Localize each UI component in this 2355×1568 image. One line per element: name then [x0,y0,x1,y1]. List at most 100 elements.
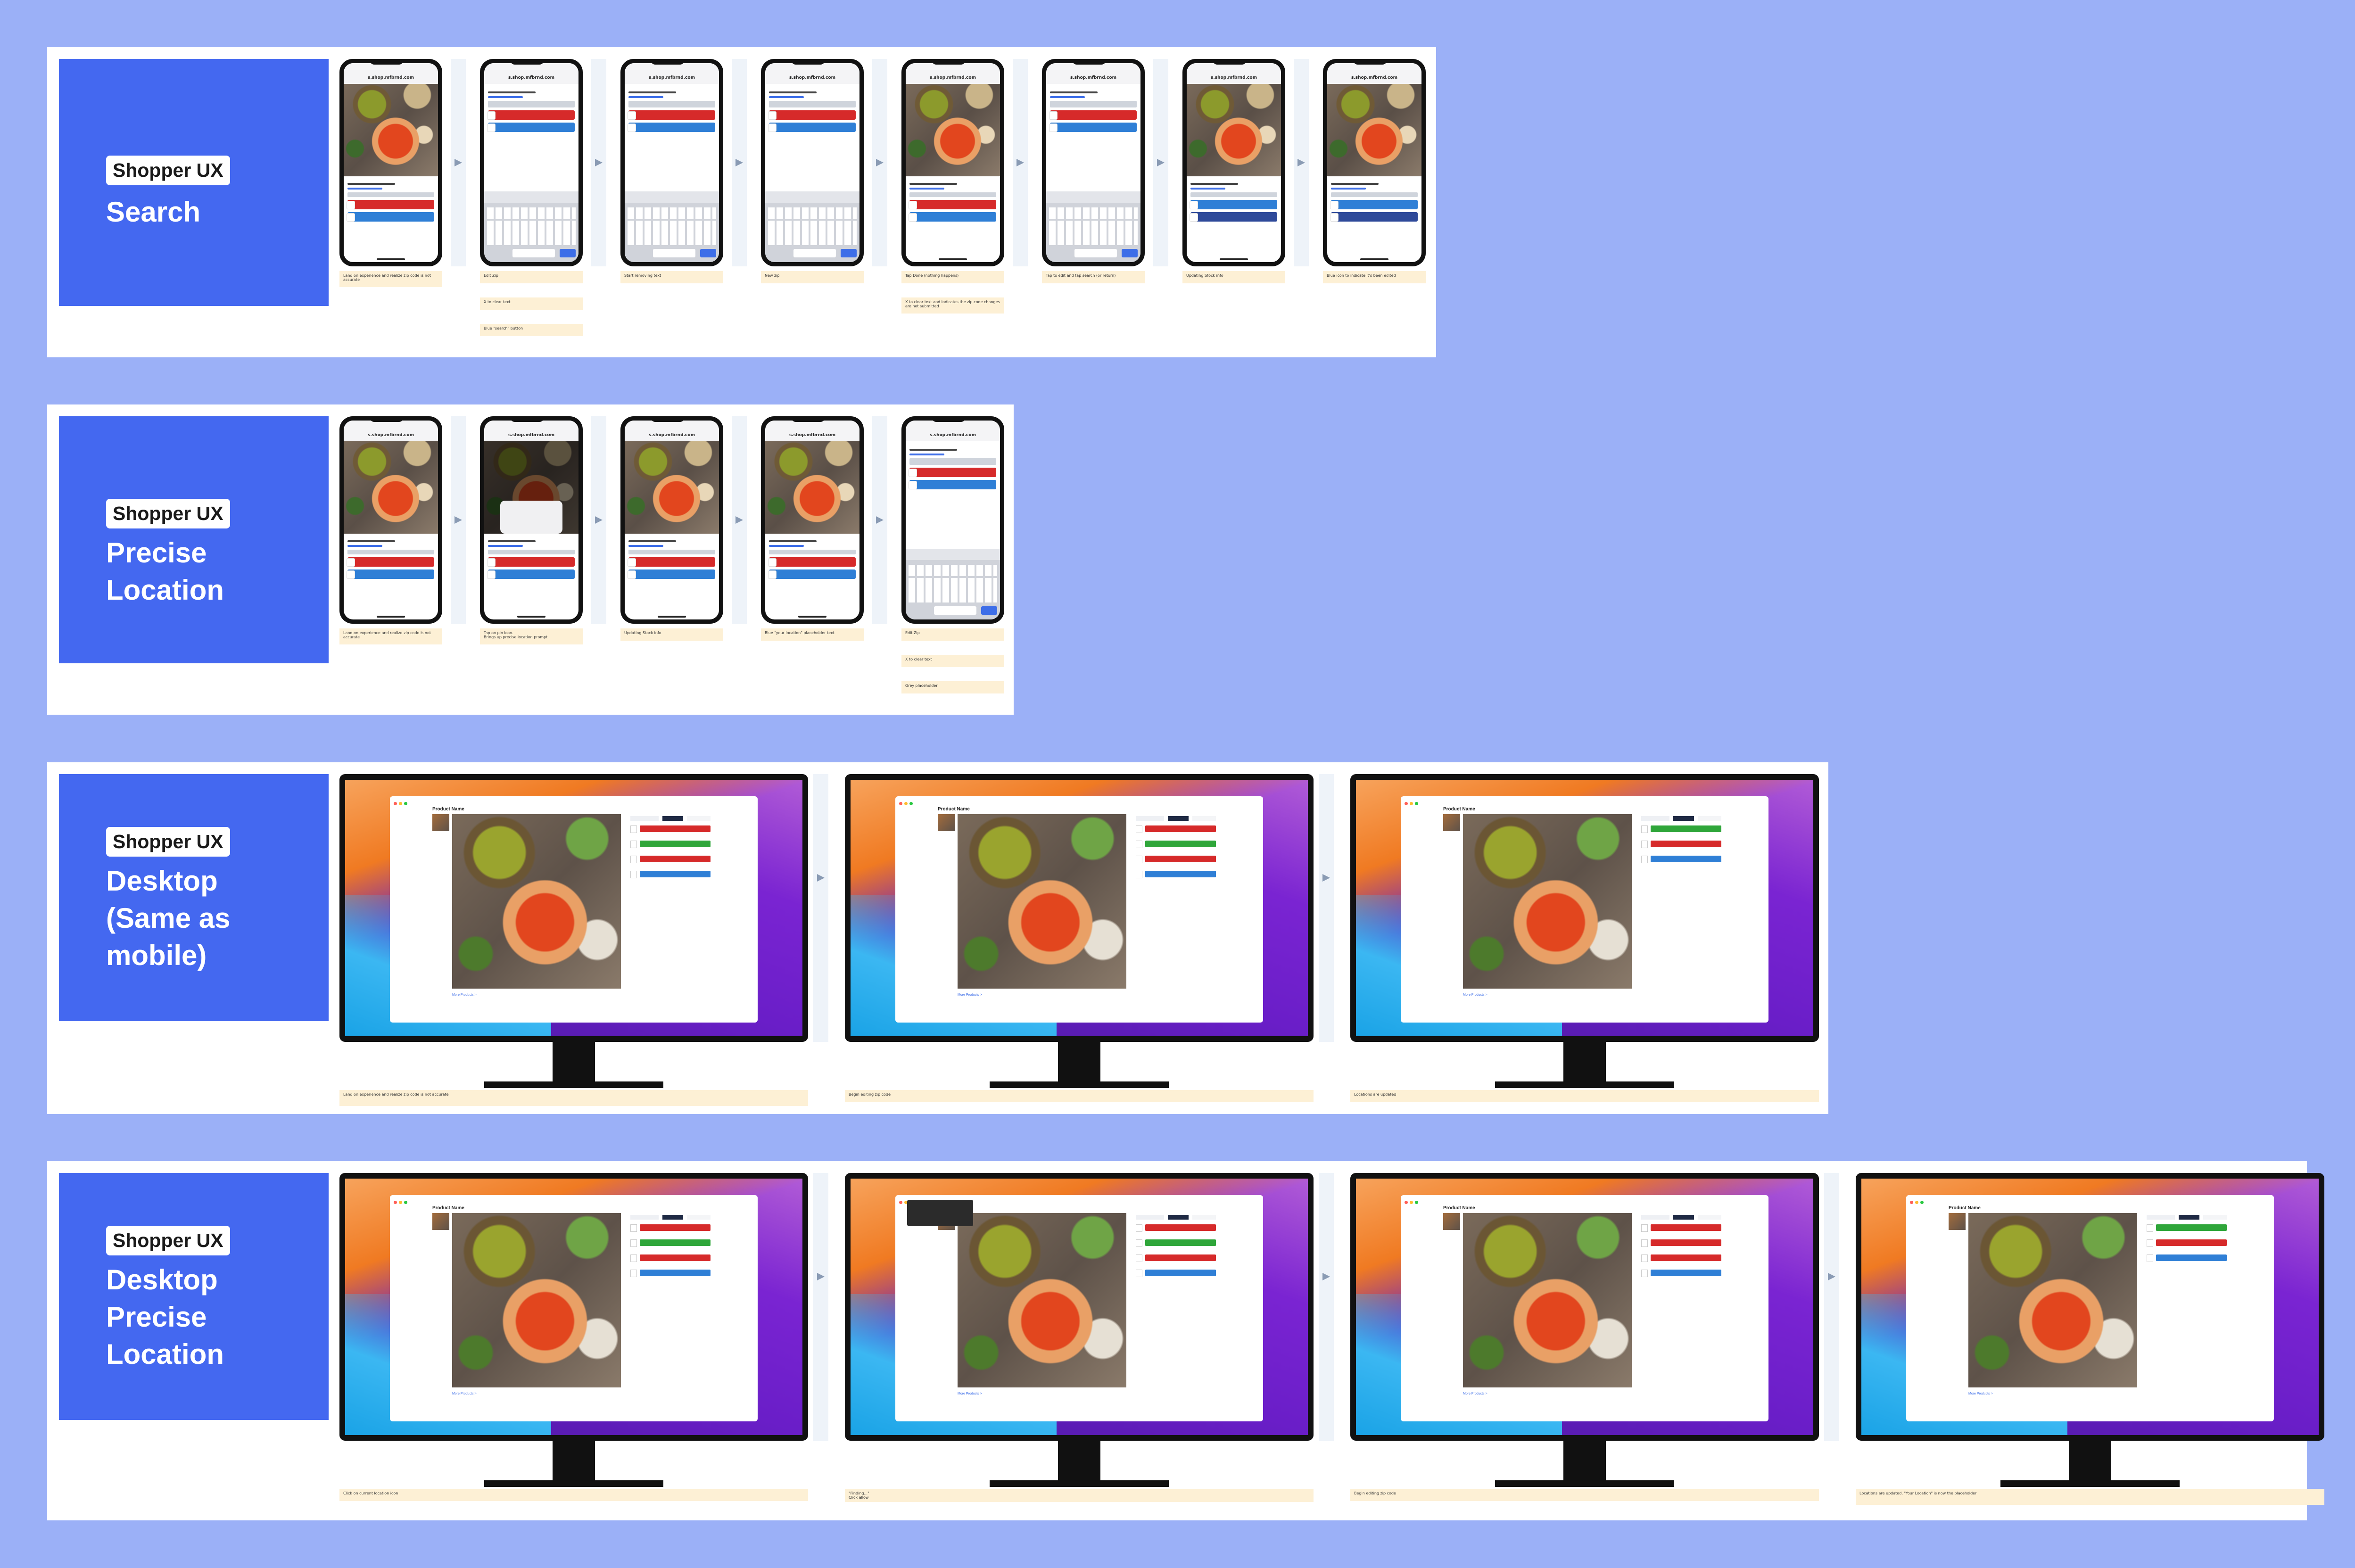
retailer-checkout-button[interactable] [2156,1239,2227,1246]
retailer-button[interactable] [768,123,856,132]
zip-options[interactable] [1192,816,1216,821]
space-key[interactable] [1074,249,1117,257]
retailer-button[interactable] [347,557,434,567]
more-products-link[interactable] [1050,96,1085,98]
more-products-link[interactable] [1190,188,1225,190]
window-control-dot[interactable] [1410,802,1413,805]
zip-search-button[interactable] [2179,1215,2199,1220]
window-control-dot[interactable] [1415,1201,1418,1204]
window-control-dot[interactable] [909,802,913,805]
retailer-checkout-button[interactable] [1651,1224,1721,1231]
keyboard[interactable] [625,191,719,262]
zip-search-button[interactable] [1168,816,1189,821]
search-key[interactable] [560,249,576,257]
retailer-checkout-button[interactable] [2156,1224,2227,1231]
more-products-link[interactable]: More Products > [1968,1392,1993,1395]
window-controls[interactable] [1405,799,1423,805]
zip-options[interactable] [1698,1215,1721,1220]
window-control-dot[interactable] [1920,1201,1924,1204]
more-products-link[interactable] [1331,188,1366,190]
zip-input[interactable] [630,816,659,821]
zip-options[interactable] [1192,1215,1216,1220]
zip-search-button[interactable] [662,816,683,821]
product-thumbnail[interactable] [432,1213,449,1230]
retailer-checkout-button[interactable] [1651,841,1721,847]
window-control-dot[interactable] [399,1201,402,1204]
retailer-button[interactable] [1190,200,1277,209]
retailer-checkout-button[interactable] [1145,825,1216,832]
zip-options[interactable] [687,816,711,821]
retailer-checkout-button[interactable] [640,841,711,847]
zip-input[interactable] [488,101,575,107]
zip-input[interactable] [909,458,996,465]
retailer-button[interactable] [909,468,996,477]
retailer-button[interactable] [1330,212,1418,222]
retailer-button[interactable] [487,110,575,120]
zip-options[interactable] [1698,816,1721,821]
search-key[interactable] [700,249,716,257]
zip-input[interactable] [909,192,996,197]
space-key[interactable] [653,249,695,257]
retailer-checkout-button[interactable] [1145,1224,1216,1231]
window-control-dot[interactable] [904,1201,908,1204]
window-controls[interactable] [1910,1198,1929,1204]
search-key[interactable] [1122,249,1138,257]
keyboard-keys[interactable] [1049,207,1138,245]
more-products-link[interactable] [347,545,382,547]
more-products-link[interactable]: More Products > [1463,1392,1487,1395]
zip-input[interactable] [488,550,575,554]
window-control-dot[interactable] [1405,802,1408,805]
retailer-button[interactable] [347,200,434,209]
more-products-link[interactable] [769,96,804,98]
retailer-checkout-button[interactable] [640,1254,711,1261]
retailer-button[interactable] [768,557,856,567]
window-controls[interactable] [1405,1198,1423,1204]
retailer-checkout-button[interactable] [1651,1239,1721,1246]
zip-search-button[interactable] [1673,1215,1694,1220]
window-control-dot[interactable] [1415,802,1418,805]
retailer-button[interactable] [628,110,715,120]
more-products-link[interactable] [628,545,663,547]
retailer-checkout-button[interactable] [640,1239,711,1246]
window-control-dot[interactable] [1410,1201,1413,1204]
keyboard[interactable] [484,191,578,262]
zip-input[interactable] [628,101,715,107]
zip-input[interactable] [1641,1215,1669,1220]
retailer-checkout-button[interactable] [1145,871,1216,877]
keyboard[interactable] [765,191,859,262]
keyboard-keys[interactable] [909,565,997,602]
window-control-dot[interactable] [904,802,908,805]
more-products-link[interactable] [909,454,944,455]
window-control-dot[interactable] [899,802,902,805]
retailer-checkout-button[interactable] [1145,1254,1216,1261]
window-control-dot[interactable] [394,802,397,805]
retailer-button[interactable] [1049,123,1137,132]
retailer-button[interactable] [487,569,575,579]
zip-search-button[interactable] [1673,816,1694,821]
retailer-checkout-button[interactable] [1145,1270,1216,1276]
zip-input[interactable] [1136,1215,1164,1220]
keyboard-keys[interactable] [487,207,576,245]
retailer-checkout-button[interactable] [2156,1254,2227,1261]
more-products-link[interactable]: More Products > [452,1392,477,1395]
retailer-checkout-button[interactable] [640,871,711,877]
product-thumbnail[interactable] [1949,1213,1966,1230]
more-products-link[interactable] [909,188,944,190]
more-products-link[interactable]: More Products > [958,993,982,997]
more-products-link[interactable] [628,96,663,98]
retailer-button[interactable] [768,569,856,579]
zip-search-button[interactable] [662,1215,683,1220]
space-key[interactable] [512,249,555,257]
zip-input[interactable] [1136,816,1164,821]
more-products-link[interactable] [488,96,523,98]
zip-input[interactable] [2147,1215,2175,1220]
retailer-button[interactable] [909,480,996,489]
zip-input[interactable] [347,550,434,554]
keyboard-keys[interactable] [628,207,716,245]
retailer-checkout-button[interactable] [1651,1254,1721,1261]
zip-options[interactable] [2203,1215,2227,1220]
product-thumbnail[interactable] [432,814,449,831]
retailer-button[interactable] [347,212,434,222]
retailer-button[interactable] [628,123,715,132]
space-key[interactable] [934,606,976,615]
